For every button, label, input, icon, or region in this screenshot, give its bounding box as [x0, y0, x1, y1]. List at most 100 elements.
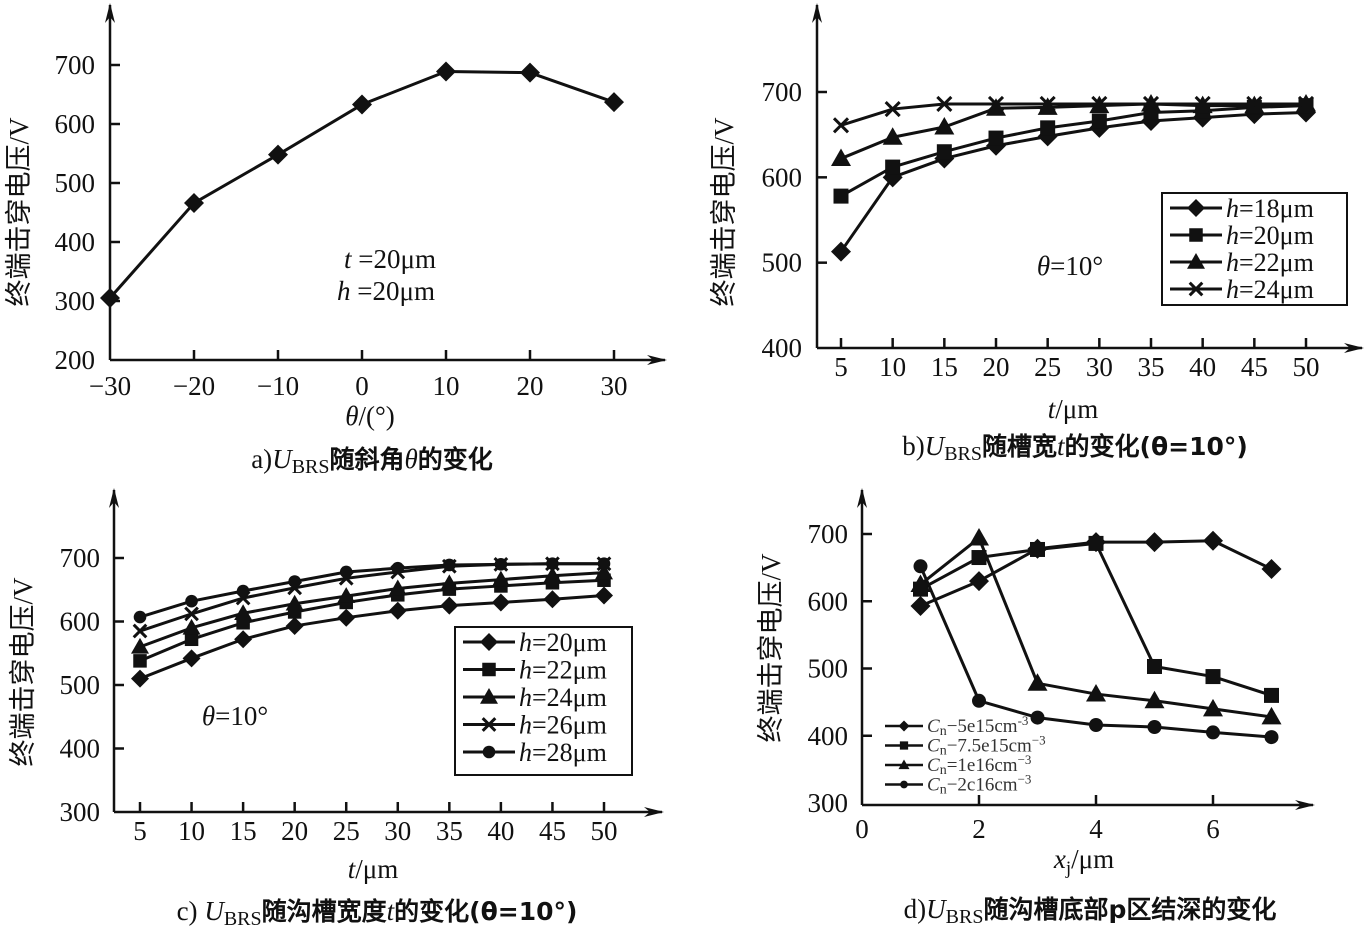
x-tick-label: 35	[436, 816, 463, 846]
legend-marker	[1188, 281, 1204, 297]
x-tick-label: 10	[433, 371, 460, 401]
data-point	[986, 98, 1006, 116]
x-tick-label: 20	[983, 352, 1010, 382]
legend-label: Cn−2c16cm−3	[927, 772, 1031, 798]
y-tick-label: 200	[55, 345, 96, 375]
data-point	[1088, 535, 1104, 551]
y-tick-label: 400	[808, 721, 849, 751]
data-point	[543, 566, 562, 583]
legend-item: h=20μm	[463, 628, 607, 657]
y-tick-label: 600	[55, 109, 96, 139]
x-tick-label: −10	[257, 371, 299, 401]
data-point	[604, 92, 624, 113]
legend-marker	[899, 741, 909, 750]
legend-marker	[481, 717, 497, 732]
legend-item: Cn−7.5e15cm−3	[885, 733, 1046, 759]
series-main	[100, 61, 624, 309]
y-tick-label: 400	[60, 734, 101, 764]
data-point	[1091, 95, 1108, 113]
chart-caption: a)UBRS随斜角θ的变化	[251, 444, 493, 478]
y-tick-label: 500	[55, 168, 96, 198]
x-tick-label: 40	[487, 816, 514, 846]
data-point	[491, 570, 510, 587]
y-tick-label: 600	[60, 607, 101, 637]
data-point	[969, 528, 989, 546]
x-tick-label: −30	[89, 371, 131, 401]
data-point	[285, 616, 304, 635]
data-point	[1261, 558, 1282, 579]
data-point	[885, 159, 901, 175]
legend-marker	[482, 662, 496, 677]
data-point	[339, 565, 353, 579]
data-point	[1194, 95, 1211, 113]
legend-label: Cn−7.5e15cm−3	[927, 733, 1046, 759]
series-cn-1e16cm-3	[910, 528, 1282, 725]
legend-item: h=24μm	[1170, 275, 1314, 304]
y-tick-label: 500	[60, 670, 101, 700]
x-tick-label: 0	[355, 371, 369, 401]
data-point	[1030, 541, 1045, 557]
y-axis-label: 终端击穿电压/V	[709, 117, 739, 307]
x-tick-label: 10	[879, 352, 906, 382]
data-point	[936, 95, 953, 113]
data-point	[520, 62, 540, 83]
data-point	[100, 288, 120, 309]
x-tick-label: 5	[834, 352, 848, 382]
data-point	[832, 117, 850, 134]
data-point	[910, 595, 931, 616]
legend-item: h=22μm	[1170, 248, 1314, 277]
data-point	[1203, 698, 1223, 717]
data-point	[388, 579, 407, 596]
y-tick-label: 700	[55, 50, 96, 80]
x-tick-label: 10	[178, 816, 205, 846]
data-point	[987, 95, 1005, 113]
data-point	[182, 649, 201, 668]
data-point	[440, 596, 459, 615]
data-point	[934, 116, 955, 135]
chart-d: 300 400 500 600 700 0 2 4 6 终端击穿电压/V xj/μm d)UBRS随沟…	[756, 488, 1315, 928]
x-tick-label: 20	[517, 371, 544, 401]
chart-caption: c) UBRS随沟槽宽度t的变化(θ=10°)	[177, 896, 578, 928]
x-tick-label: 0	[855, 814, 869, 844]
data-point	[131, 637, 149, 654]
series-h-24-m	[131, 563, 613, 654]
legend-item: Cn=1e16cm−3	[885, 752, 1031, 778]
y-tick-label: 500	[808, 654, 849, 684]
data-point	[133, 654, 147, 668]
chart-annotation: h =20μm	[337, 276, 435, 306]
x-tick-label: 5	[133, 816, 147, 846]
data-point	[543, 590, 562, 609]
legend-item: h=24μm	[463, 683, 607, 712]
data-point	[236, 584, 250, 598]
x-tick-label: 45	[539, 816, 566, 846]
x-tick-label: 15	[230, 816, 257, 846]
x-tick-label: 4	[1089, 814, 1103, 844]
x-tick-label: 25	[333, 816, 360, 846]
chart-a: 200 300 400 500 600 700 −30 −20 −10 0 10 20 30 终端击穿电压…	[4, 3, 667, 478]
data-point	[597, 557, 611, 571]
y-axis-label: 终端击穿电压/V	[8, 577, 38, 767]
legend-label: h=24μm	[1226, 275, 1314, 304]
y-axis-label: 终端击穿电压/V	[4, 117, 34, 307]
data-point	[1147, 720, 1162, 735]
data-point	[184, 606, 199, 622]
series-line	[139, 562, 604, 619]
x-tick-label: 45	[1241, 352, 1268, 382]
legend-marker	[1187, 253, 1205, 269]
y-tick-label: 300	[55, 286, 96, 316]
data-point	[972, 693, 986, 708]
data-point	[1264, 730, 1279, 745]
data-point	[971, 550, 987, 566]
data-point	[234, 630, 253, 649]
legend-item: Cn−2c16cm−3	[885, 772, 1031, 798]
series-h-20-m	[131, 586, 613, 688]
series-line	[840, 104, 1307, 198]
x-axis-label: xj/μm	[1053, 844, 1114, 879]
data-point	[1089, 717, 1103, 732]
x-axis-label: θ/(°)	[345, 401, 395, 431]
x-axis-label: t/μm	[1048, 394, 1099, 424]
legend-label: h=22μm	[1226, 248, 1314, 277]
x-tick-label: 30	[601, 371, 628, 401]
chart-c: 300 400 500 600 700 5 10 15 20 25 30 35 40 45 50 终端击穿电压…	[8, 488, 664, 928]
x-tick-label: 40	[1189, 352, 1216, 382]
